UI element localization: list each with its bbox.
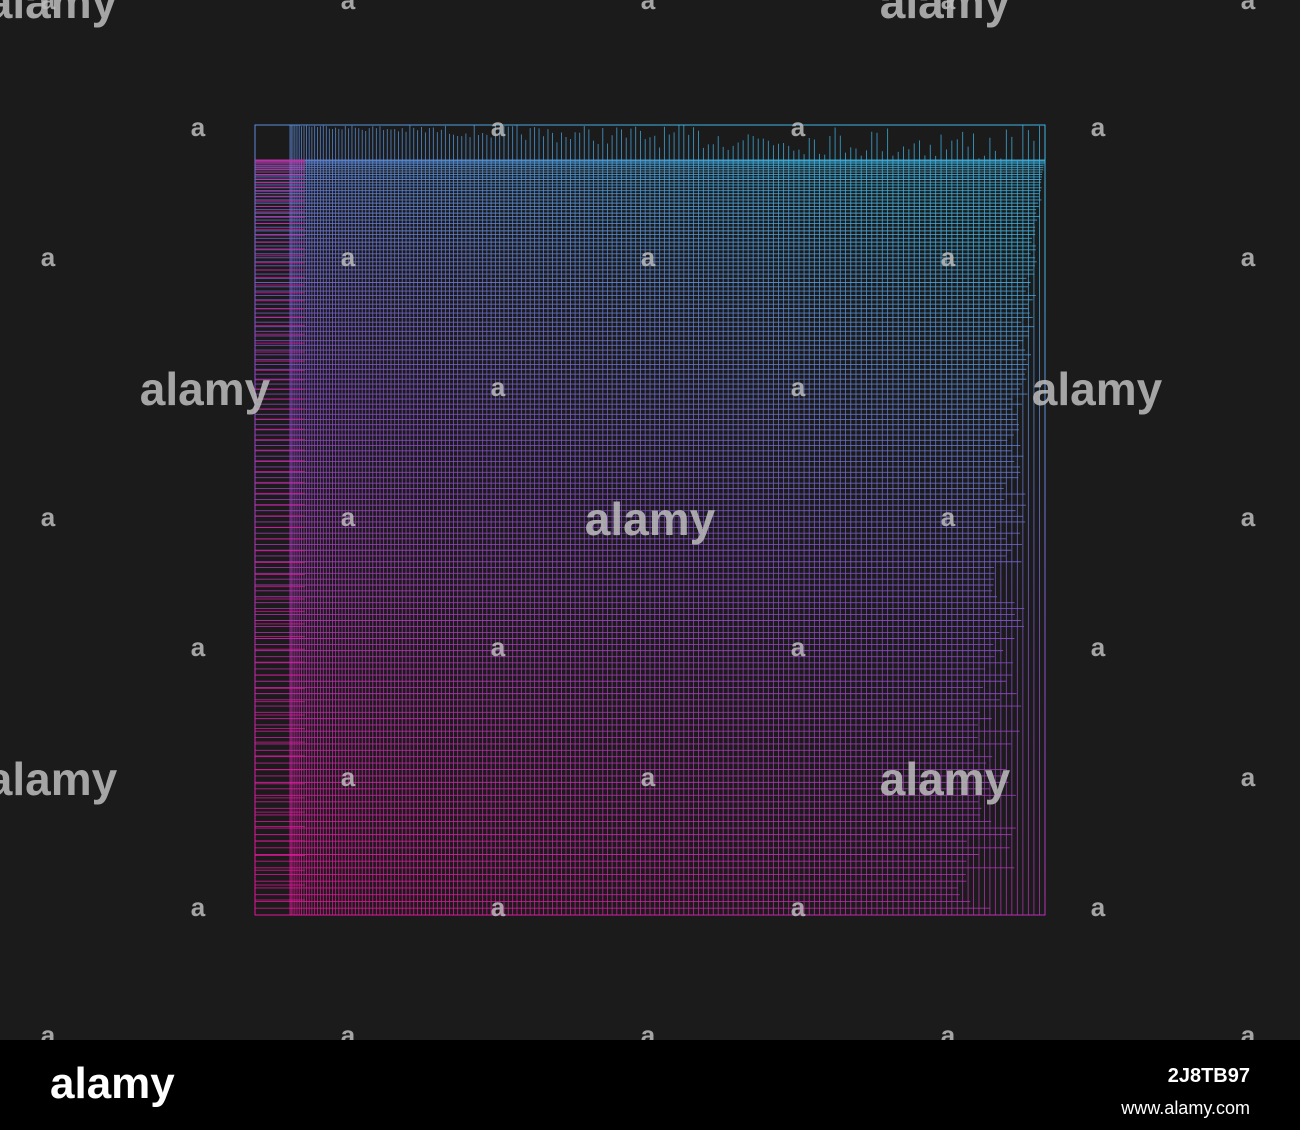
watermark-mark: a [491, 632, 506, 662]
watermark-mark: a [1091, 632, 1106, 662]
watermark-mark: a [1241, 242, 1256, 272]
watermark-logo: alamy [585, 493, 716, 545]
site-url: www.alamy.com [1120, 1098, 1250, 1118]
line-grid [254, 124, 1046, 916]
watermark-mark: a [41, 502, 56, 532]
watermark-mark: a [1241, 0, 1256, 15]
watermark-logo: alamy [140, 363, 271, 415]
watermark-mark: a [491, 892, 506, 922]
watermark-logo: alamy [0, 753, 118, 805]
watermark-mark: a [341, 242, 356, 272]
watermark-logo: alamy [0, 0, 118, 28]
watermark-mark: a [1091, 112, 1106, 142]
watermark-mark: a [341, 0, 356, 15]
watermark-mark: a [641, 242, 656, 272]
watermark-mark: a [791, 892, 806, 922]
watermark-mark: a [191, 112, 206, 142]
watermarks: a a a a aa a a aa a a a aa aa a a aa a a aa a aa a a aa a a a aalam… [0, 0, 1256, 1050]
watermark-mark: a [791, 112, 806, 142]
footer-bar [0, 1040, 1300, 1130]
watermark-mark: a [941, 242, 956, 272]
watermark-mark: a [41, 242, 56, 272]
watermark-mark: a [941, 0, 956, 15]
watermark-mark: a [191, 892, 206, 922]
watermark-logo: alamy [880, 0, 1011, 28]
watermark-mark: a [641, 0, 656, 15]
watermark-mark: a [191, 632, 206, 662]
watermark-mark: a [1241, 762, 1256, 792]
watermark-mark: a [491, 112, 506, 142]
watermark-mark: a [41, 0, 56, 15]
image-id: 2J8TB97 [1168, 1065, 1250, 1087]
watermark-mark: a [791, 372, 806, 402]
watermark-mark: a [341, 502, 356, 532]
watermark-mark: a [341, 762, 356, 792]
watermark-logo: alamy [1032, 363, 1163, 415]
watermark-logo: alamy [880, 753, 1011, 805]
watermark-mark: a [641, 762, 656, 792]
watermark-mark: a [491, 372, 506, 402]
watermark-mark: a [941, 502, 956, 532]
watermark-mark: a [1091, 892, 1106, 922]
watermark-mark: a [1241, 502, 1256, 532]
footer-logo: alamy [50, 1059, 175, 1108]
watermark-mark: a [791, 632, 806, 662]
